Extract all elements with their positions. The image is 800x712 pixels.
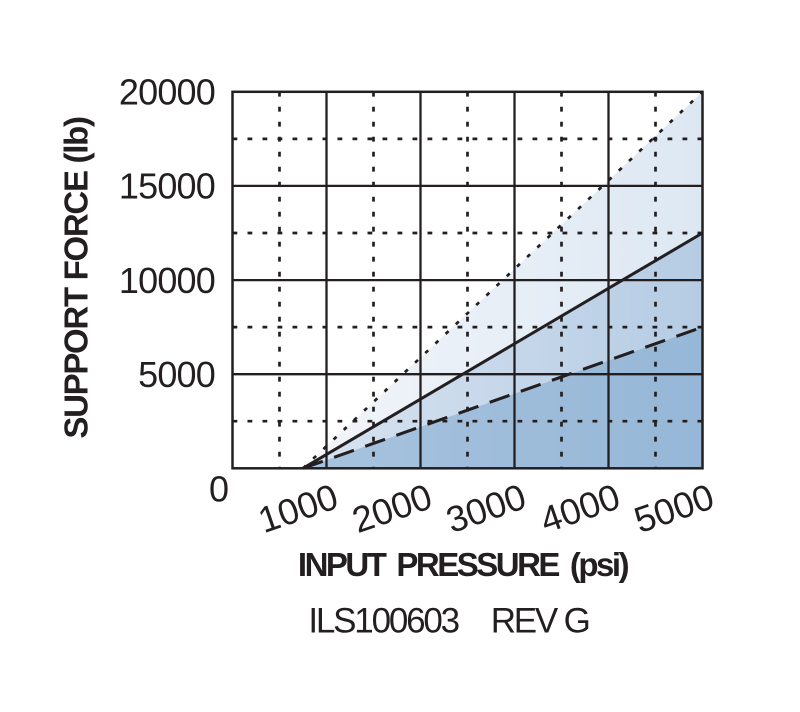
svg-text:20000: 20000 <box>119 72 215 113</box>
svg-text:SUPPORT FORCE (lb): SUPPORT FORCE (lb) <box>58 117 95 439</box>
svg-text:5000: 5000 <box>138 354 215 395</box>
svg-text:1000: 1000 <box>253 476 343 541</box>
svg-text:2000: 2000 <box>347 476 437 541</box>
svg-text:15000: 15000 <box>119 166 215 207</box>
svg-text:0: 0 <box>209 469 229 510</box>
svg-text:4000: 4000 <box>535 476 625 541</box>
svg-text:5000: 5000 <box>629 476 719 541</box>
svg-text:10000: 10000 <box>119 260 215 301</box>
svg-text:INPUT PRESSURE (psi): INPUT PRESSURE (psi) <box>298 546 629 583</box>
svg-text:3000: 3000 <box>441 476 531 541</box>
svg-text:ILS100603 REV G: ILS100603 REV G <box>308 602 588 641</box>
